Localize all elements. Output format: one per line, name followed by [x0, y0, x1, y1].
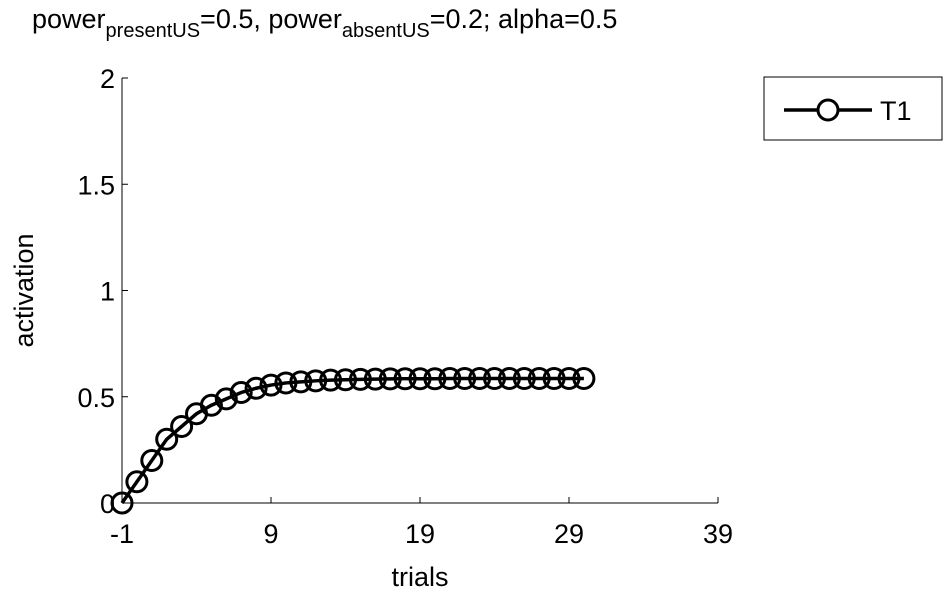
data-point	[378, 367, 402, 391]
legend-marker-sample	[816, 98, 840, 122]
x-tick-label: 19	[405, 519, 435, 549]
title-subscript-1: presentUS	[105, 20, 201, 42]
x-tick-label: -1	[110, 519, 134, 549]
data-point	[289, 370, 313, 394]
data-point	[244, 376, 268, 400]
title-subscript-2: absentUS	[341, 20, 430, 42]
data-point	[274, 371, 298, 395]
data-point	[155, 427, 179, 451]
data-point	[483, 366, 506, 390]
x-tick-label: 39	[703, 519, 733, 549]
data-point	[125, 470, 149, 494]
title-text-1: power	[32, 4, 106, 34]
series-line	[120, 376, 584, 505]
data-point	[408, 367, 432, 391]
data-point	[199, 393, 223, 417]
data-point	[319, 368, 343, 392]
y-tick-label: 1.5	[77, 170, 115, 200]
data-point	[527, 366, 551, 390]
data-point	[229, 381, 253, 404]
data-point	[259, 373, 283, 397]
data-point	[572, 366, 596, 390]
data-point	[140, 449, 164, 472]
y-tick-label: 1	[100, 277, 115, 307]
y-tick-label: 2	[100, 64, 115, 94]
title-text-2: =0.5, power	[200, 4, 342, 34]
y-tick-label: 0.5	[77, 383, 115, 413]
data-point	[110, 491, 134, 515]
data-point	[304, 369, 328, 393]
data-point	[348, 367, 372, 391]
data-point	[363, 367, 387, 391]
data-point	[214, 387, 238, 411]
title-text-3: =0.2; alpha=0.5	[429, 4, 618, 34]
x-axis-label: trials	[391, 562, 448, 592]
data-point	[334, 368, 357, 392]
x-tick-label: 9	[263, 519, 278, 549]
data-point	[438, 366, 462, 390]
data-point	[393, 367, 417, 391]
chart-title: powerpresentUS=0.5, powerabsentUS=0.2; a…	[32, 4, 618, 42]
data-point	[453, 366, 477, 390]
x-tick-label: 29	[554, 519, 584, 549]
data-point	[468, 366, 492, 390]
y-tick-label: 0	[100, 489, 115, 519]
data-point	[423, 367, 447, 391]
data-point	[542, 366, 566, 390]
data-point	[557, 366, 581, 390]
data-point	[512, 366, 536, 390]
y-axis-label: activation	[9, 233, 39, 347]
legend-label: T1	[880, 96, 912, 126]
data-point	[170, 415, 194, 438]
data-point	[497, 366, 521, 390]
